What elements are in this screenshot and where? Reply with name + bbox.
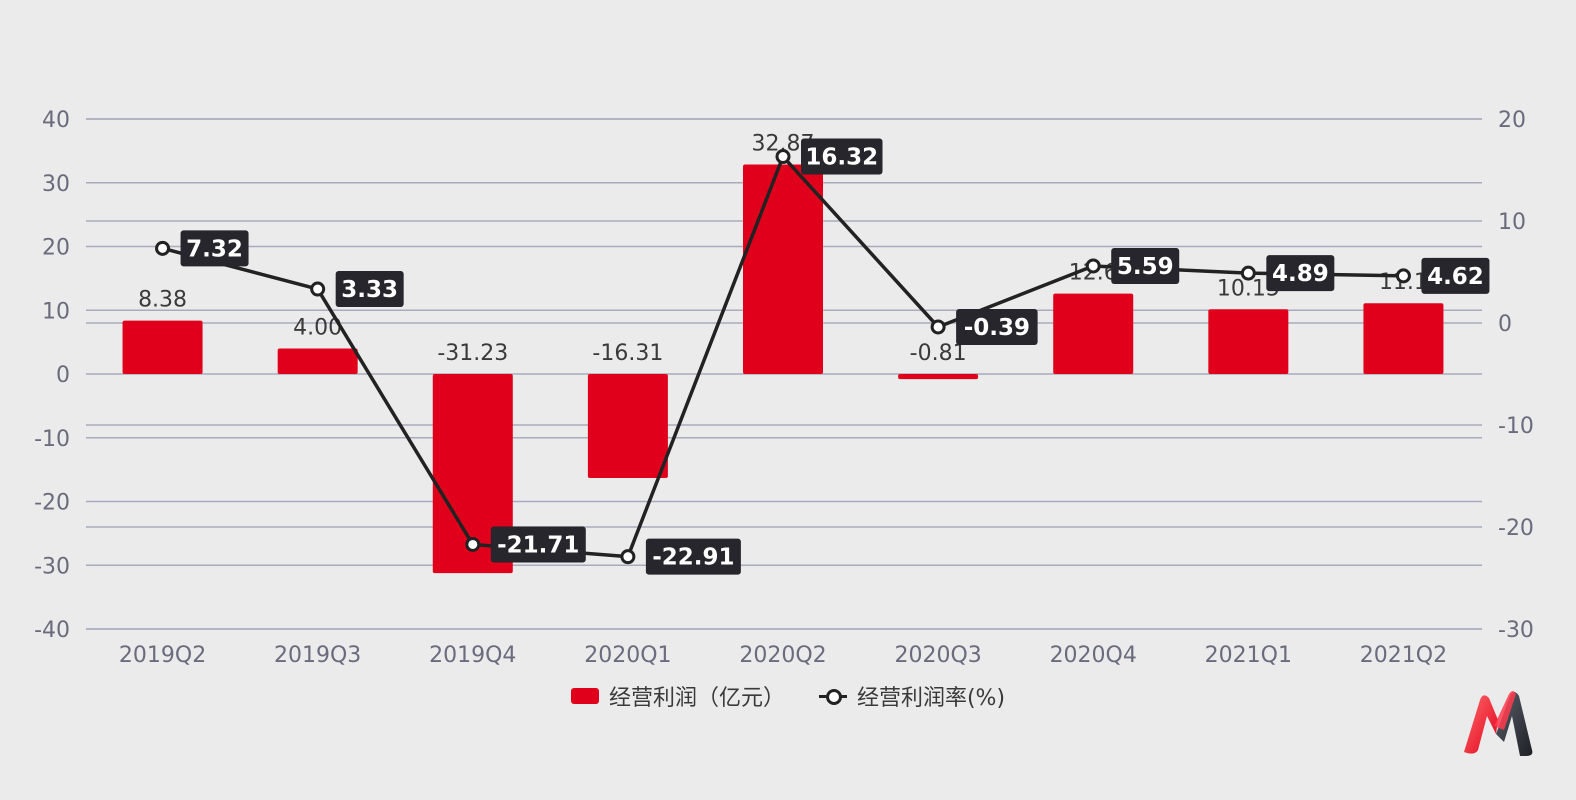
legend-label-bar: 经营利润（亿元） [608,686,785,711]
x-tick-label: 2019Q3 [274,643,361,668]
bar [1363,303,1444,374]
bar [1208,309,1289,374]
legend-item-line[interactable]: 经营利润率(%) [818,680,1006,712]
bar-value-label: -31.23 [437,341,508,366]
line-point [1395,268,1411,284]
point-value-label: -22.91 [652,545,734,571]
bar [1053,293,1134,374]
legend-item-bar[interactable]: 经营利润（亿元） [570,680,785,712]
point-value-label: 5.59 [1117,254,1174,280]
y-left-tick-label: -40 [34,618,70,643]
bar [277,348,358,374]
y-left-tick-label: -10 [34,427,70,452]
y-right-tick-label: 20 [1498,108,1526,133]
line-point [155,240,171,256]
y-right-tick-label: 0 [1498,312,1512,337]
x-tick-label: 2021Q2 [1360,643,1447,668]
x-tick-label: 2020Q1 [584,643,671,668]
point-label-box [1266,255,1335,292]
brand-logo-icon [1464,691,1533,756]
bar-swatch-icon [570,688,599,704]
bar-value-label: 4.00 [293,316,342,341]
line-point [1085,258,1101,274]
line-swatch-icon [818,688,847,705]
line-point [620,549,636,565]
point-value-label: -0.39 [964,315,1030,341]
bar-value-label: -16.31 [592,341,663,366]
point-label-box [335,271,404,308]
x-tick-label: 2020Q3 [894,643,981,668]
line-point [775,149,791,165]
line-point [465,536,481,552]
point-label-box [1111,247,1180,284]
point-value-label: 3.33 [341,277,398,303]
line-point [1240,265,1256,281]
y-left-tick-label: 30 [42,172,70,197]
point-value-label: -21.71 [497,532,579,558]
x-tick-label: 2021Q1 [1205,643,1292,668]
y-left-tick-label: 20 [42,236,70,261]
point-value-label: 16.32 [805,145,878,171]
point-label-box [645,538,741,575]
y-right-tick-label: -20 [1498,516,1534,541]
point-label-box [490,526,586,563]
y-right-tick-label: 10 [1498,210,1526,235]
point-label-box [1421,257,1490,294]
y-left-tick-label: -20 [34,491,70,516]
bar [743,164,823,374]
point-label-box [801,138,883,175]
x-tick-label: 2020Q4 [1050,643,1137,668]
y-right-tick-label: -30 [1498,618,1534,643]
legend: 经营利润（亿元） 经营利润率(%) [0,680,1576,712]
legend-label-line: 经营利润率(%) [856,686,1006,711]
y-left-tick-label: -30 [34,554,70,579]
point-label-box [180,230,249,267]
bar [432,374,513,574]
line-point [310,281,326,297]
y-left-tick-label: 0 [56,363,70,388]
bar-value-label: 8.38 [138,288,187,313]
point-label-box [956,308,1038,345]
point-value-label: 4.62 [1427,264,1484,290]
y-left-tick-label: 10 [42,299,70,324]
bar-value-label: -0.81 [910,341,967,366]
bar [898,374,979,380]
x-tick-label: 2020Q2 [739,643,826,668]
y-right-tick-label: -10 [1498,414,1534,439]
bar [587,374,668,478]
bar [122,320,203,374]
y-left-tick-label: 40 [42,108,70,133]
point-value-label: 4.89 [1272,261,1329,287]
x-tick-label: 2019Q4 [429,643,516,668]
line-point [930,319,946,335]
x-tick-label: 2019Q2 [119,643,206,668]
point-value-label: 7.32 [186,236,243,262]
